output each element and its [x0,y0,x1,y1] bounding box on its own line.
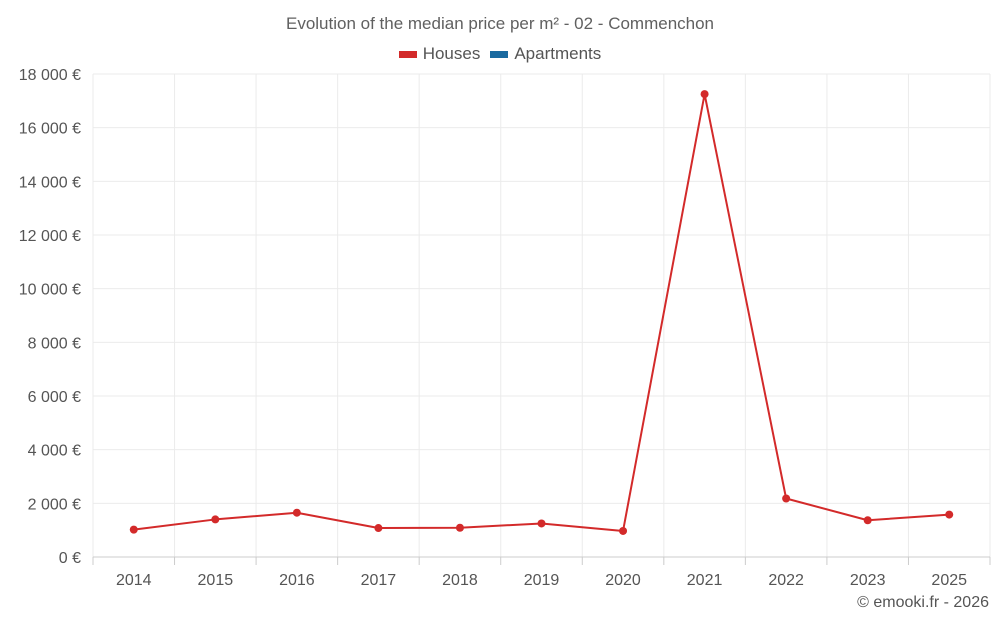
y-tick-label: 2 000 € [28,496,81,513]
y-tick-label: 4 000 € [28,443,81,460]
data-point-houses [129,525,138,534]
x-tick-label: 2016 [279,572,315,589]
y-tick-label: 6 000 € [28,389,81,406]
chart-title: Evolution of the median price per m² - 0… [285,14,715,33]
series-layer [129,90,954,535]
grid-lines [92,73,991,557]
y-tick-label: 10 000 € [19,282,81,299]
legend-label-apartments: Apartments [514,44,602,63]
data-point-houses [455,523,464,532]
legend-swatch-houses [398,50,417,58]
credit-text: © emooki.fr - 2026 [857,594,989,611]
data-point-houses [945,510,954,519]
x-tick-label: 2025 [931,572,967,589]
data-point-houses [863,516,872,525]
x-tick-label: 2021 [687,572,723,589]
data-point-houses [537,519,546,528]
data-point-houses [782,494,791,503]
x-tick-label: 2018 [442,572,478,589]
x-tick-label: 2022 [768,572,804,589]
y-tick-label: 8 000 € [28,335,81,352]
legend-label-houses: Houses [422,44,481,63]
data-point-houses [700,90,709,99]
x-tick-label: 2020 [605,572,641,589]
x-tick-label: 2023 [850,572,886,589]
data-point-houses [211,515,220,524]
legend-swatch-apartments [490,50,509,58]
axes: 0 € 2 000 € 4 000 € 6 000 € 8 000 € 10 000 € 1… [19,67,991,589]
x-tick-label: 2017 [361,572,397,589]
x-tick-label: 2019 [524,572,560,589]
x-tick-label: 2014 [116,572,152,589]
data-point-houses [292,508,301,517]
y-tick-label: 16 000 € [19,121,81,138]
data-point-houses [619,526,628,535]
data-point-houses [374,524,383,533]
legend-item-apartments[interactable]: Apartments [490,44,601,64]
y-tick-label: 14 000 € [19,174,81,191]
y-tick-label: 18 000 € [19,67,81,84]
x-tick-label: 2015 [198,572,234,589]
legend-item-houses[interactable]: Houses [398,44,481,64]
y-tick-label: 0 € [59,550,81,567]
legend: Houses Apartments [0,44,1000,64]
y-tick-label: 12 000 € [19,228,81,245]
